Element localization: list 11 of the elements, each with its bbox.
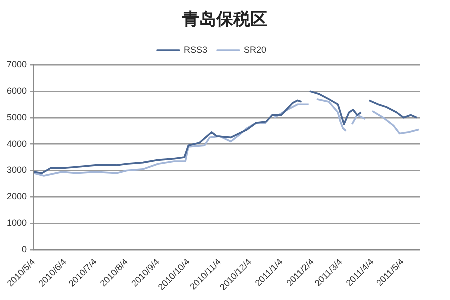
y-tick-label: 7000 [6,59,28,70]
y-tick-label: 4000 [6,138,28,149]
legend-label: RSS3 [184,44,208,55]
legend-label: SR20 [244,44,267,55]
y-tick-label: 3000 [6,165,28,176]
y-tick-label: 5000 [6,112,28,122]
chart-title: 青岛保税区 [182,9,268,31]
y-tick-label: 1000 [6,218,28,228]
y-tick-label: 6000 [6,86,28,96]
y-tick-label: 0 [22,244,28,255]
y-tick-label: 2000 [6,192,28,202]
